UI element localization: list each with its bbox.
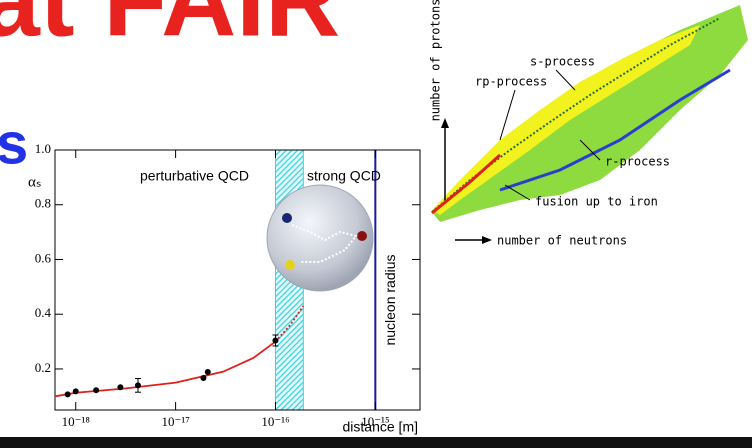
stability-valley [432, 5, 748, 222]
quark [282, 213, 292, 223]
arrow-head [482, 236, 492, 244]
quark [357, 231, 367, 241]
leader-line [556, 70, 575, 90]
gluon-sphere [267, 185, 373, 291]
data-point [117, 384, 123, 390]
annotation: rp-process [475, 75, 547, 89]
annotation: strong QCD [307, 168, 381, 184]
y-axis-label: αₛ [28, 174, 41, 190]
slide: at FAIR s number of protons s-process rp… [0, 0, 752, 448]
data-point [200, 375, 206, 381]
annotation: r-process [605, 155, 670, 169]
x-tick-label: 10⁻¹⁵ [361, 414, 389, 429]
annotation: nucleon radius [382, 254, 398, 345]
nuclide-chart: number of protons s-process rp-process r… [429, 0, 749, 248]
plot-frame [55, 150, 420, 410]
data-point [272, 337, 278, 343]
annotation: perturbative QCD [140, 168, 249, 184]
y-tick-label: 1.0 [35, 141, 51, 156]
alpha-curve [55, 342, 275, 397]
y-tick-label: 0.2 [35, 360, 51, 375]
data-point [135, 382, 141, 388]
x-tick-label: 10⁻¹⁶ [261, 414, 289, 429]
y-tick-label: 0.4 [35, 305, 52, 320]
sphere [267, 185, 373, 291]
slide-text: s [0, 111, 28, 176]
x-tick-label: 10⁻¹⁸ [62, 414, 91, 429]
y-tick-label: 0.6 [35, 250, 52, 265]
data-point [93, 387, 99, 393]
x-tick-label: 10⁻¹⁷ [161, 414, 189, 429]
axis-label: number of protons [429, 0, 443, 121]
footer-bar [0, 437, 752, 448]
slide-title: at FAIR [0, 0, 340, 58]
data-point [65, 391, 71, 397]
y-tick-label: 0.8 [35, 196, 51, 211]
data-point [73, 388, 79, 394]
annotation: s-process [530, 55, 595, 69]
data-point [205, 369, 211, 375]
axis-label: number of neutrons [497, 234, 627, 248]
quark [285, 260, 295, 270]
annotation: fusion up to iron [535, 195, 658, 209]
